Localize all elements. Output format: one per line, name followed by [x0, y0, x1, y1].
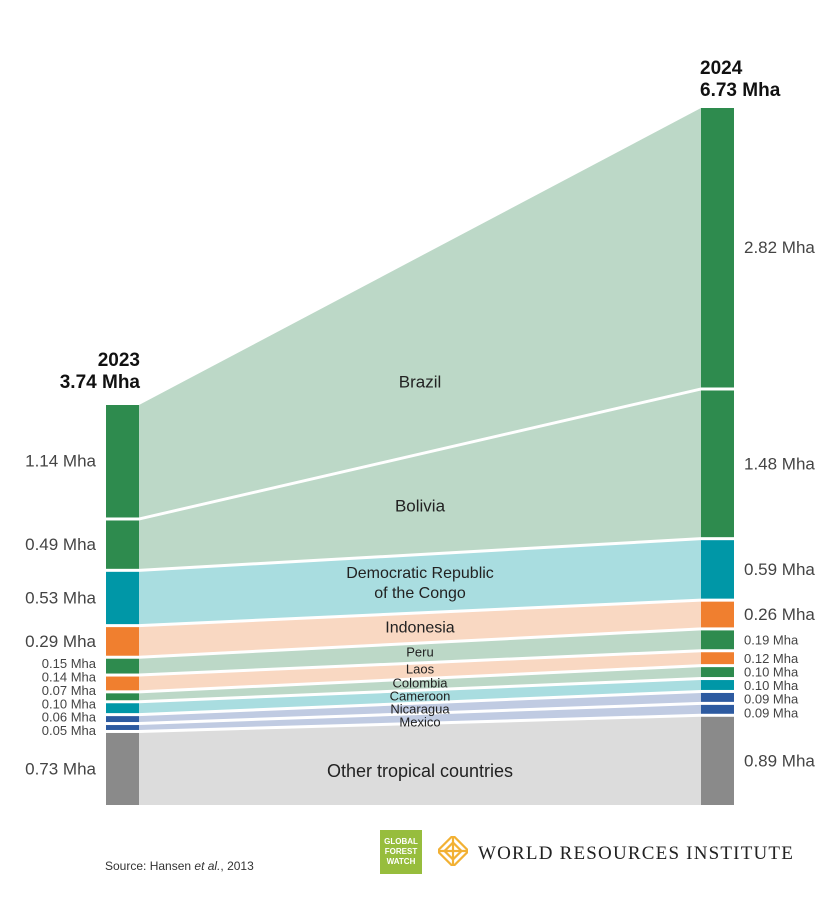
- value-2024-10: 0.89 Mha: [744, 751, 815, 770]
- value-2023-9: 0.05 Mha: [42, 723, 97, 738]
- bar-2023-6: [106, 693, 139, 701]
- source-suffix: , 2013: [220, 859, 254, 873]
- band-label-9: Mexico: [399, 715, 440, 730]
- bar-2023-4: [106, 658, 139, 674]
- value-2024-3: 0.26 Mha: [744, 605, 815, 624]
- bar-2024-3: [701, 601, 734, 628]
- value-2024-1: 1.48 Mha: [744, 454, 815, 473]
- band-label-8: Nicaragua: [390, 702, 450, 717]
- flow-band-4: [139, 630, 701, 674]
- header-2024-total: 6.73 Mha: [700, 80, 781, 101]
- value-2023-1: 0.49 Mha: [25, 535, 96, 554]
- value-2024-6: 0.10 Mha: [744, 665, 799, 680]
- flow-band-6: [139, 667, 701, 701]
- header-2023: 2023 3.74 Mha: [60, 350, 140, 394]
- header-2023-year: 2023: [97, 350, 140, 371]
- value-2024-7: 0.10 Mha: [744, 678, 799, 693]
- band-label-5: Laos: [406, 662, 435, 677]
- flow-band-8: [139, 692, 701, 723]
- band-label-line: of the Congo: [374, 585, 466, 602]
- flow-band-3: [139, 601, 701, 656]
- value-2024-8: 0.09 Mha: [744, 692, 799, 707]
- band-label-7: Cameroon: [390, 689, 451, 704]
- header-2024-year: 2024: [700, 58, 743, 79]
- flow-band-10: [139, 716, 701, 805]
- value-2023-10: 0.73 Mha: [25, 759, 96, 778]
- value-2024-9: 0.09 Mha: [744, 706, 799, 721]
- bar-2024-7: [701, 680, 734, 690]
- flow-band-5: [139, 652, 701, 691]
- source-prefix: Source: Hansen: [105, 859, 195, 873]
- band-label-line: Democratic Republic: [346, 565, 494, 582]
- bar-2024-1: [701, 390, 734, 538]
- global-forest-watch-logo: GLOBAL FOREST WATCH: [380, 830, 422, 874]
- header-2023-total: 3.74 Mha: [59, 372, 140, 393]
- bar-2023-8: [106, 716, 139, 723]
- band-label-4: Peru: [406, 645, 433, 660]
- gfw-logo-line-3: WATCH: [386, 857, 416, 866]
- value-2023-8: 0.06 Mha: [42, 710, 97, 725]
- bar-2023-1: [106, 520, 139, 569]
- flow-band-9: [139, 704, 701, 730]
- value-2024-4: 0.19 Mha: [744, 633, 799, 648]
- band-label-10: Other tropical countries: [327, 761, 513, 781]
- bar-2023-5: [106, 676, 139, 691]
- bar-2023-7: [106, 703, 139, 714]
- value-2023-3: 0.29 Mha: [25, 632, 96, 651]
- value-2024-5: 0.12 Mha: [744, 651, 799, 666]
- bar-2024-6: [701, 667, 734, 678]
- flow-band-1: [139, 390, 701, 569]
- bar-2023-2: [106, 571, 139, 625]
- band-label-0: Brazil: [399, 373, 442, 392]
- value-2023-7: 0.10 Mha: [42, 697, 97, 712]
- bar-2023-10: [106, 732, 139, 805]
- bar-2023-3: [106, 627, 139, 656]
- bar-2024-4: [701, 630, 734, 650]
- wri-logo-icon: [438, 836, 468, 866]
- value-2023-4: 0.15 Mha: [42, 656, 97, 671]
- flow-band-0: [139, 108, 701, 518]
- source-italic: et al.: [194, 859, 221, 873]
- bar-2023-0: [106, 405, 139, 518]
- value-2023-5: 0.14 Mha: [42, 670, 97, 685]
- bar-2024-9: [701, 704, 734, 714]
- value-2023-6: 0.07 Mha: [42, 683, 97, 698]
- flow-band-2: [139, 540, 701, 625]
- bar-2024-10: [701, 716, 734, 805]
- band-label-1: Bolivia: [395, 497, 446, 516]
- band-label-3: Indonesia: [385, 620, 454, 637]
- band-label-2: Democratic Republic of the Congo: [346, 565, 494, 602]
- bar-2024-5: [701, 652, 734, 665]
- value-2024-0: 2.82 Mha: [744, 238, 815, 257]
- wri-wordmark: WORLD RESOURCES INSTITUTE: [478, 843, 795, 864]
- gfw-logo-line-1: GLOBAL: [384, 837, 418, 846]
- header-2024: 2024 6.73 Mha: [700, 58, 780, 102]
- flow-band-7: [139, 680, 701, 714]
- bar-2023-9: [106, 725, 139, 730]
- gfw-logo-line-2: FOREST: [384, 847, 418, 856]
- band-label-6: Colombia: [393, 676, 449, 691]
- bar-2024-8: [701, 692, 734, 702]
- value-2023-0: 1.14 Mha: [25, 452, 96, 471]
- bar-2024-0: [701, 108, 734, 388]
- bar-2024-2: [701, 540, 734, 599]
- value-2023-2: 0.53 Mha: [25, 588, 96, 607]
- source-note: Source: Hansen et al., 2013: [105, 859, 254, 873]
- value-2024-2: 0.59 Mha: [744, 560, 815, 579]
